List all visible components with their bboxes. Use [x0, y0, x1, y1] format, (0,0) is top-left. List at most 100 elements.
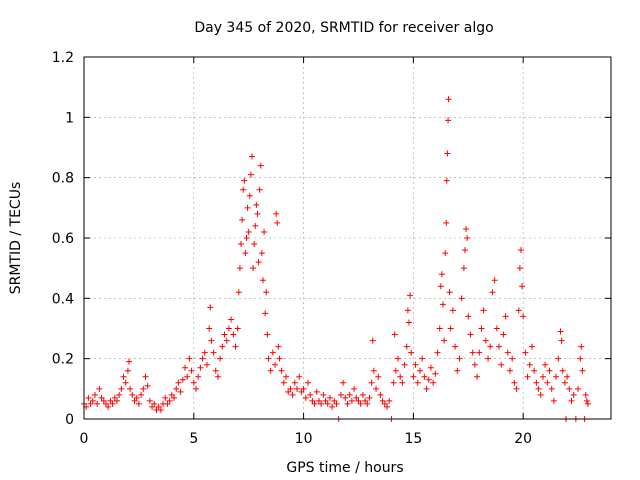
data-point — [584, 400, 591, 407]
data-point — [474, 373, 481, 380]
data-point — [559, 367, 566, 374]
data-point — [491, 277, 498, 284]
data-point — [116, 391, 123, 398]
data-point — [265, 355, 272, 362]
data-point — [370, 367, 377, 374]
data-point — [131, 397, 138, 404]
data-point — [111, 394, 118, 401]
data-point — [578, 343, 585, 350]
data-point — [98, 394, 105, 401]
data-point — [182, 364, 189, 371]
data-point — [192, 385, 199, 392]
data-point — [287, 385, 294, 392]
data-point — [283, 373, 290, 380]
data-point — [423, 385, 430, 392]
data-point — [516, 265, 523, 272]
data-point — [377, 391, 384, 398]
data-point — [212, 367, 219, 374]
data-point — [214, 373, 221, 380]
data-point — [309, 397, 316, 404]
data-point — [379, 397, 386, 404]
data-point — [511, 379, 518, 386]
axis-ticks — [83, 56, 611, 420]
data-point — [245, 228, 252, 235]
data-point — [498, 361, 505, 368]
data-point — [236, 265, 243, 272]
data-point — [506, 367, 513, 374]
y-axis-label: SRMTID / TECUs — [8, 182, 24, 295]
data-point — [208, 337, 215, 344]
data-point — [100, 397, 107, 404]
x-tick-label: 20 — [514, 431, 532, 447]
data-point — [419, 355, 426, 362]
y-tick-label: 0 — [65, 412, 74, 428]
data-point — [199, 355, 206, 362]
data-point — [129, 391, 136, 398]
data-point — [177, 388, 184, 395]
data-point — [253, 201, 260, 208]
data-point — [243, 235, 250, 241]
data-point — [285, 388, 292, 395]
data-point — [480, 307, 487, 314]
data-point — [210, 349, 217, 356]
data-point — [164, 400, 171, 407]
data-point — [452, 343, 459, 350]
data-point — [85, 394, 92, 401]
data-point — [414, 379, 421, 386]
data-point — [239, 216, 246, 223]
data-point — [476, 349, 483, 356]
data-point — [566, 385, 573, 392]
data-point — [219, 343, 226, 350]
data-point — [542, 361, 549, 368]
data-point — [201, 349, 208, 356]
data-point — [197, 364, 204, 371]
data-point — [583, 397, 590, 404]
data-point — [135, 400, 142, 407]
data-point — [326, 394, 333, 401]
data-point — [403, 343, 410, 350]
data-point — [504, 349, 511, 356]
data-point — [235, 289, 242, 296]
x-tick-label: 15 — [404, 431, 422, 447]
data-point — [528, 343, 535, 350]
data-point — [250, 265, 257, 272]
data-point — [337, 391, 344, 398]
data-point — [445, 117, 452, 124]
data-point — [440, 301, 447, 308]
y-tick-label: 0.2 — [52, 352, 74, 368]
data-point — [248, 153, 255, 160]
data-point — [122, 379, 129, 386]
data-point — [442, 250, 449, 257]
x-tick-label: 5 — [189, 431, 198, 447]
data-point — [366, 394, 373, 401]
data-point — [443, 219, 450, 226]
data-point — [443, 177, 450, 184]
data-point — [465, 313, 472, 320]
data-point — [558, 337, 565, 344]
data-point — [359, 391, 366, 398]
data-point — [392, 367, 399, 374]
data-point — [344, 400, 351, 407]
data-point — [351, 385, 358, 392]
data-point — [118, 385, 125, 392]
data-point — [575, 385, 582, 392]
data-point — [555, 355, 562, 362]
data-point — [293, 385, 300, 392]
data-point — [126, 358, 133, 365]
data-point — [171, 394, 178, 401]
data-point — [467, 331, 474, 338]
data-point — [157, 406, 164, 413]
data-point — [485, 355, 492, 362]
y-tick-label: 1 — [65, 110, 74, 126]
data-point — [207, 304, 214, 311]
data-point — [107, 397, 114, 404]
data-point — [241, 177, 248, 184]
y-tick-label: 0.8 — [52, 171, 74, 187]
data-point — [217, 355, 224, 362]
data-point — [269, 349, 276, 356]
data-point — [234, 325, 241, 332]
data-point — [357, 400, 364, 407]
data-point — [454, 367, 461, 374]
data-point — [318, 400, 325, 407]
